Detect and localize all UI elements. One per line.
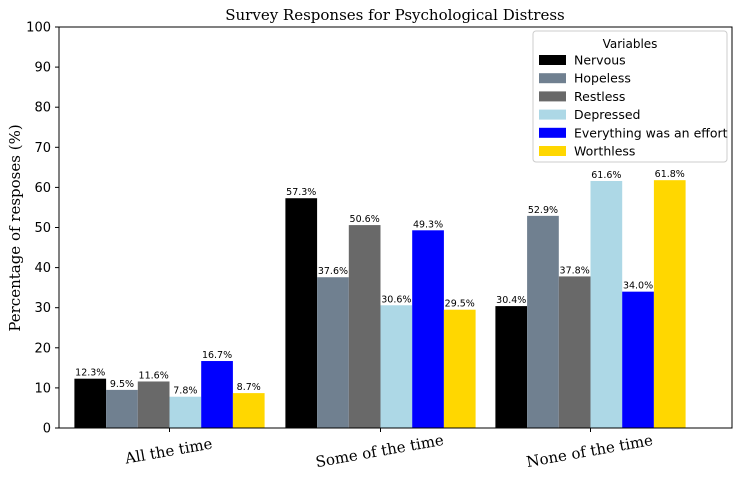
x-tick-label: All the time	[123, 435, 214, 468]
x-axis: All the time Some of the time None of the …	[123, 428, 654, 471]
bar-nervous-1	[285, 198, 318, 428]
legend-swatch	[539, 55, 566, 65]
legend-swatch	[539, 109, 566, 120]
y-axis: 0 10 20 30 40 50 60 70 80 90 100	[26, 21, 59, 437]
bar-value-label: 49.3%	[413, 219, 443, 230]
bar-value-label: 9.5%	[110, 379, 134, 390]
bar-value-label: 61.6%	[591, 170, 621, 181]
legend-box	[532, 30, 728, 163]
bar-everything-was-an-effort-1	[412, 230, 444, 428]
legend-title: Variables	[603, 37, 658, 51]
bars-layer: 12.3% 57.3% 30.4% 9.5% 37.6% 52.9% 11.6% 50.6% 3…	[74, 169, 686, 428]
legend-swatch	[539, 146, 566, 156]
bar-restless-2	[558, 276, 591, 428]
y-tick-label: 0	[43, 422, 51, 437]
y-tick-label: 10	[34, 381, 51, 396]
y-tick-label: 60	[34, 181, 51, 196]
bar-hopeless-1	[317, 277, 349, 428]
bar-value-label: 16.7%	[202, 350, 232, 361]
y-axis-label: Percentage of resposes (%)	[6, 124, 24, 331]
bar-value-label: 11.6%	[139, 370, 169, 381]
bar-worthless-2	[653, 180, 686, 428]
y-tick-label: 70	[34, 141, 51, 156]
x-tick-label: Some of the time	[314, 431, 445, 471]
legend-swatch	[539, 91, 566, 102]
y-tick-label: 40	[34, 261, 51, 276]
legend-item-label: Restless	[574, 89, 625, 104]
bar-value-label: 34.0%	[623, 281, 653, 292]
bar-value-label: 12.3%	[75, 368, 105, 379]
bar-value-label: 30.4%	[496, 295, 526, 306]
legend-item-label: Hopeless	[574, 71, 631, 86]
y-tick-label: 100	[26, 21, 51, 36]
bar-value-label: 50.6%	[350, 214, 380, 225]
bar-value-label: 7.8%	[173, 386, 197, 397]
bar-restless-1	[348, 225, 381, 428]
bar-depressed-2	[590, 180, 623, 428]
bar-worthless-1	[443, 309, 476, 428]
bar-value-label: 61.8%	[655, 169, 685, 180]
bar-value-label: 57.3%	[286, 187, 316, 198]
bar-value-label: 37.6%	[318, 266, 348, 277]
plot-frame	[58, 26, 733, 429]
bar-value-label: 8.7%	[237, 382, 261, 393]
bar-nervous-2	[495, 306, 528, 428]
y-tick-label: 30	[34, 301, 51, 316]
bar-hopeless-2	[527, 215, 559, 428]
bar-everything-was-an-effort-0	[201, 361, 233, 428]
bar-hopeless-0	[106, 389, 138, 428]
bar-value-label: 29.5%	[445, 299, 475, 310]
bar-depressed-0	[169, 396, 202, 428]
legend-swatch	[539, 127, 566, 138]
chart-title: Survey Responses for Psychological Distr…	[225, 6, 565, 24]
bar-value-label: 37.8%	[560, 265, 590, 276]
legend: Variables Nervous Hopeless Restless Depress…	[532, 30, 728, 163]
x-tick-label: None of the time	[525, 431, 654, 471]
bar-nervous-0	[74, 378, 107, 428]
legend-item-label: Nervous	[574, 53, 626, 68]
bar-value-label: 52.9%	[528, 205, 558, 216]
bar-value-label: 30.6%	[381, 294, 411, 305]
y-tick-label: 80	[34, 101, 51, 116]
legend-item-label: Worthless	[574, 144, 635, 159]
y-tick-label: 20	[34, 341, 51, 356]
bar-depressed-1	[380, 305, 413, 428]
legend-item-label: Everything was an effort	[574, 125, 728, 140]
legend-item-label: Depressed	[574, 107, 640, 122]
legend-swatch	[539, 73, 566, 84]
y-tick-label: 90	[34, 61, 51, 76]
bar-restless-0	[137, 381, 170, 428]
bar-worthless-0	[232, 393, 265, 428]
y-tick-label: 50	[34, 221, 51, 236]
bar-everything-was-an-effort-2	[622, 291, 654, 428]
